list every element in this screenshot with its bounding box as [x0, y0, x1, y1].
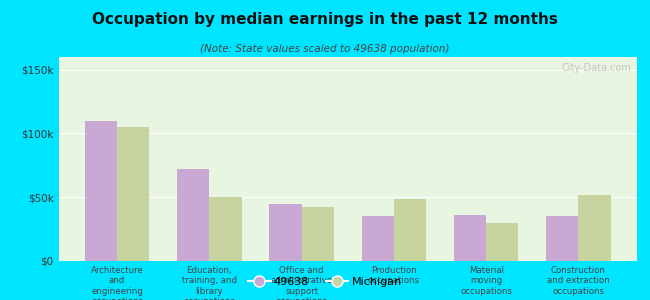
- Bar: [209, 197, 242, 261]
- Bar: [117, 127, 150, 261]
- Text: City-Data.com: City-Data.com: [562, 63, 631, 73]
- Text: Occupation by median earnings in the past 12 months: Occupation by median earnings in the pas…: [92, 12, 558, 27]
- Legend: 49638, Michigan: 49638, Michigan: [244, 273, 406, 291]
- Bar: [177, 169, 209, 261]
- Bar: [394, 199, 426, 261]
- Bar: [361, 216, 394, 261]
- Bar: [578, 195, 611, 261]
- Bar: [546, 216, 578, 261]
- Bar: [454, 215, 486, 261]
- Bar: [269, 204, 302, 261]
- Bar: [486, 223, 519, 261]
- Bar: [302, 208, 334, 261]
- Text: (Note: State values scaled to 49638 population): (Note: State values scaled to 49638 popu…: [200, 44, 450, 53]
- Bar: [84, 121, 117, 261]
